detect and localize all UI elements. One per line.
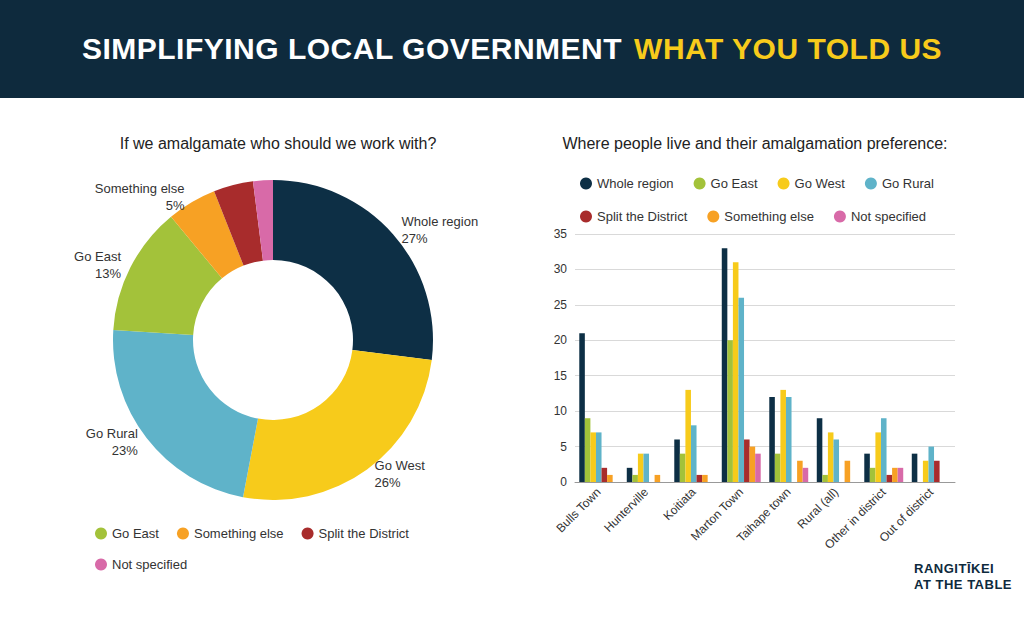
svg-text:26%: 26% (375, 475, 401, 490)
svg-text:Hunterville: Hunterville (601, 485, 651, 535)
svg-text:5%: 5% (166, 198, 185, 213)
svg-text:Whole region: Whole region (402, 214, 479, 229)
svg-text:Something else: Something else (95, 181, 185, 196)
svg-text:Go Rural: Go Rural (882, 176, 934, 191)
svg-text:Go West: Go West (375, 458, 426, 473)
svg-text:Not specified: Not specified (851, 209, 926, 224)
svg-text:Marton Town: Marton Town (687, 485, 747, 544)
svg-text:Taihape town: Taihape town (734, 485, 794, 545)
svg-text:20: 20 (554, 333, 568, 347)
svg-text:Go East: Go East (711, 176, 758, 191)
svg-text:Other in district: Other in district (822, 485, 889, 552)
svg-text:Out of district: Out of district (876, 485, 936, 545)
svg-text:13%: 13% (95, 266, 121, 281)
svg-text:Go West: Go West (795, 176, 846, 191)
svg-text:Something else: Something else (724, 209, 814, 224)
svg-text:Where people live and their am: Where people live and their amalgamation… (562, 135, 947, 152)
svg-text:Go Rural: Go Rural (86, 426, 138, 441)
svg-text:Split the District: Split the District (319, 526, 410, 541)
svg-text:Something else: Something else (194, 526, 284, 541)
svg-text:23%: 23% (112, 443, 138, 458)
svg-text:Bulls Town: Bulls Town (553, 485, 603, 535)
svg-text:Go East: Go East (112, 526, 159, 541)
svg-text:35: 35 (554, 227, 568, 241)
svg-text:If we amalgamate who should we: If we amalgamate who should we work with… (120, 135, 437, 152)
svg-text:0: 0 (560, 475, 567, 489)
svg-text:Go East: Go East (74, 249, 121, 264)
svg-text:Rural (all): Rural (all) (795, 485, 842, 532)
svg-text:10: 10 (554, 404, 568, 418)
html-text:AT THE TABLE: AT THE TABLE (914, 577, 1012, 592)
svg-text:Koitiata: Koitiata (661, 485, 699, 523)
svg-text:25: 25 (554, 298, 568, 312)
svg-text:30: 30 (554, 262, 568, 276)
svg-text:27%: 27% (402, 231, 428, 246)
svg-text:Not specified: Not specified (112, 557, 187, 572)
html-text:SIMPLIFYING LOCAL GOVERNMENT W: SIMPLIFYING LOCAL GOVERNMENT WHAT YOU TO… (81, 32, 943, 65)
svg-text:15: 15 (554, 369, 568, 383)
svg-text:Split the District: Split the District (597, 209, 688, 224)
html-text:RANGITĪKEI: RANGITĪKEI (914, 561, 995, 576)
svg-text:Whole region: Whole region (597, 176, 674, 191)
svg-text:5: 5 (560, 440, 567, 454)
